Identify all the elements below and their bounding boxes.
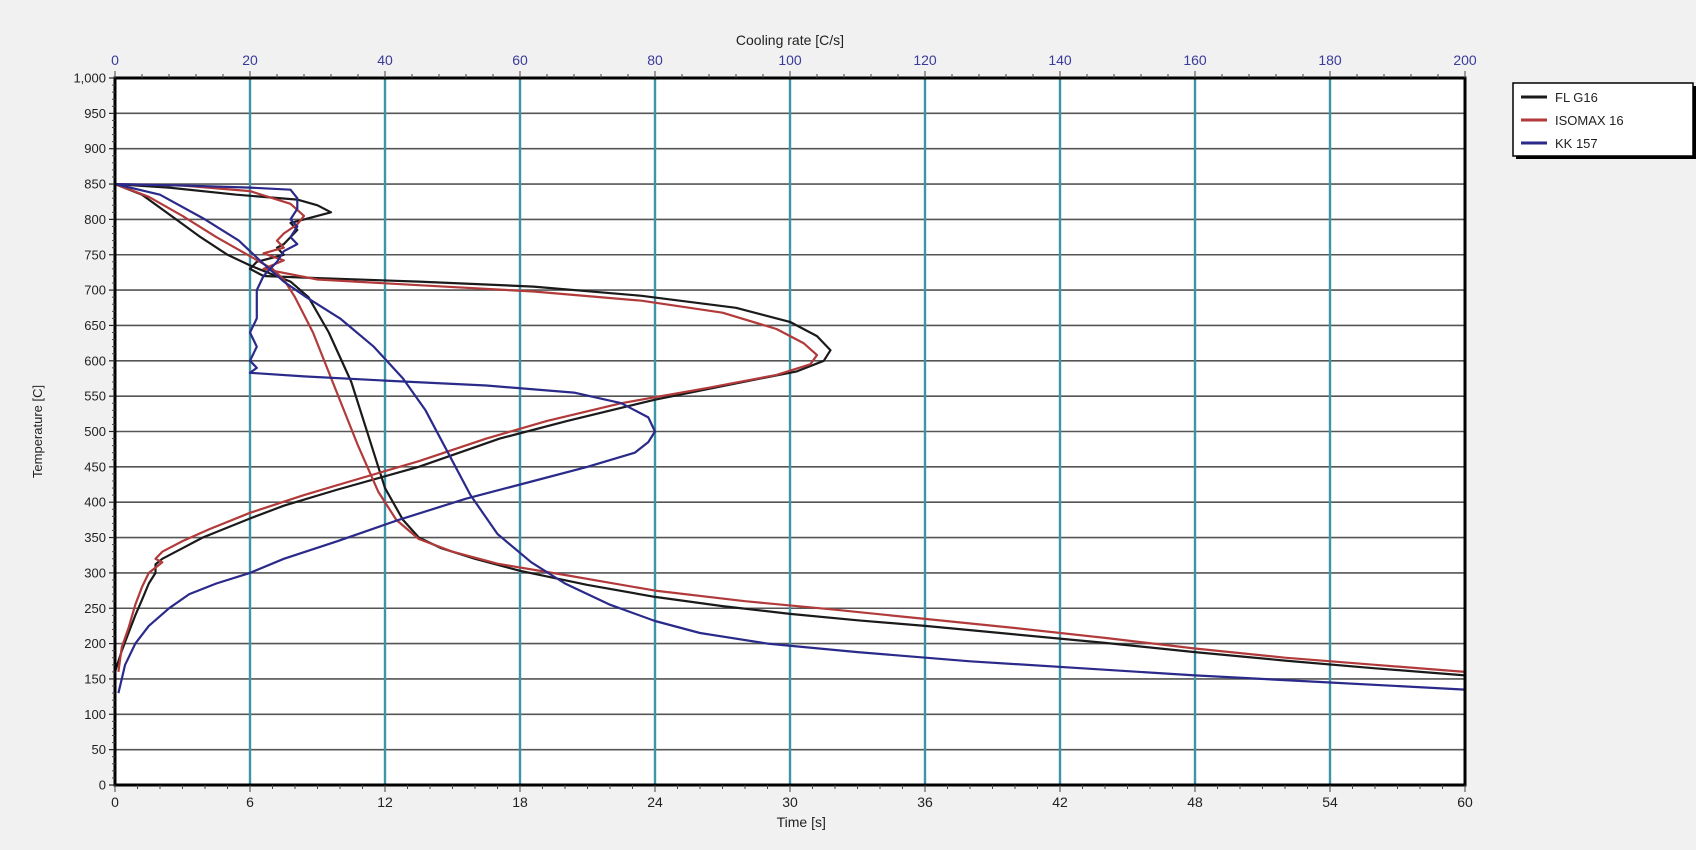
x2-tick-label: 140 (1048, 52, 1072, 68)
x-tick-label: 6 (246, 794, 254, 810)
legend-label: FL G16 (1555, 90, 1598, 105)
x-tick-label: 60 (1457, 794, 1473, 810)
y-tick-label: 0 (99, 778, 106, 793)
y-tick-label: 900 (84, 141, 106, 156)
x2-tick-label: 160 (1183, 52, 1207, 68)
y-tick-label: 50 (92, 742, 106, 757)
x2-tick-label: 120 (913, 52, 937, 68)
x-axis-title: Time [s] (777, 814, 826, 830)
legend-label: ISOMAX 16 (1555, 113, 1624, 128)
legend: FL G16 ISOMAX 16 KK 157 (1512, 82, 1696, 159)
series-line-rate-3 (114, 183, 657, 694)
x-tick-label: 0 (111, 794, 119, 810)
x2-tick-label: 100 (778, 52, 802, 68)
x-tick-label: 30 (782, 794, 798, 810)
y-tick-label: 700 (84, 283, 106, 298)
y-tick-label: 450 (84, 459, 106, 474)
x2-tick-label: 0 (111, 52, 119, 68)
x-tick-label: 12 (377, 794, 393, 810)
y-tick-label: 650 (84, 318, 106, 333)
x-tick-label: 54 (1322, 794, 1338, 810)
x-tick-label: 18 (512, 794, 528, 810)
y-tick-label: 750 (84, 247, 106, 262)
series-line-rate-1 (113, 183, 832, 673)
x-tick-label: 36 (917, 794, 933, 810)
x2-tick-label: 20 (242, 52, 258, 68)
y-tick-label: 800 (84, 212, 106, 227)
y-tick-label: 150 (84, 671, 106, 686)
y-tick-label: 100 (84, 707, 106, 722)
y-tick-label: 950 (84, 106, 106, 121)
tick-labels: 0501001502002503003504004505005506006507… (73, 52, 1476, 810)
y-tick-label: 850 (84, 177, 106, 192)
x-tick-label: 24 (647, 794, 663, 810)
y-tick-label: 550 (84, 389, 106, 404)
y-tick-label: 400 (84, 495, 106, 510)
y-tick-label: 200 (84, 636, 106, 651)
x2-tick-label: 40 (377, 52, 393, 68)
series-line-rate-2 (114, 183, 819, 673)
y-tick-label: 250 (84, 601, 106, 616)
x2-tick-label: 60 (512, 52, 528, 68)
y-tick-label: 350 (84, 530, 106, 545)
x2-tick-label: 200 (1453, 52, 1477, 68)
y-tick-label: 300 (84, 565, 106, 580)
y-tick-label: 600 (84, 353, 106, 368)
x-tick-label: 48 (1187, 794, 1203, 810)
x2-tick-label: 80 (647, 52, 663, 68)
x2-tick-label: 180 (1318, 52, 1342, 68)
series-line-time-2 (114, 183, 1466, 673)
y-axis-title: Temperature [C] (30, 385, 45, 478)
x2-axis-title: Cooling rate [C/s] (736, 32, 844, 48)
legend-label: KK 157 (1555, 136, 1598, 151)
series-layer (113, 183, 1466, 694)
y-tick-label: 1,000 (73, 71, 106, 86)
x-tick-label: 42 (1052, 794, 1068, 810)
series-line-time-3 (114, 183, 1466, 691)
y-tick-label: 500 (84, 424, 106, 439)
